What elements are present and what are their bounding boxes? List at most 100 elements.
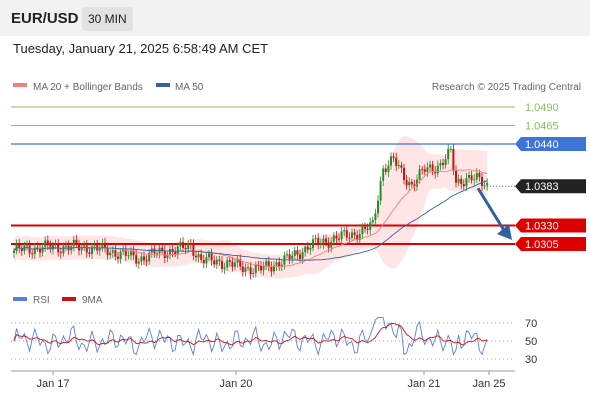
candle-body	[351, 232, 353, 238]
candle-body	[98, 248, 101, 251]
candle-body	[356, 234, 359, 240]
candle-body	[444, 159, 447, 165]
candle-body	[374, 213, 377, 220]
candle-body	[403, 167, 405, 180]
candle-body	[382, 168, 385, 181]
candle-body	[483, 185, 486, 187]
candle-body	[65, 245, 67, 247]
candle-body	[254, 265, 257, 273]
candle-body	[213, 260, 216, 265]
candle-body	[104, 242, 106, 248]
candle-body	[410, 181, 413, 185]
candle-body	[228, 260, 231, 262]
x-tick-label: Jan 17	[36, 378, 69, 390]
candle-body	[309, 247, 312, 250]
level-tag-1.0305	[515, 237, 586, 251]
candle-body	[26, 245, 28, 247]
candle-body	[426, 167, 429, 172]
candle-body	[28, 245, 31, 254]
candle-body	[166, 255, 169, 258]
timeframe-badge[interactable]: 30 MIN	[82, 7, 133, 31]
candle-body	[340, 231, 343, 240]
candle-body	[143, 256, 145, 261]
candle-body	[442, 162, 444, 165]
candle-body	[244, 267, 247, 272]
candle-body	[205, 257, 208, 264]
ma50-line	[13, 180, 488, 261]
candle-body	[18, 244, 21, 249]
candle-body	[221, 261, 223, 269]
candle-body	[20, 248, 23, 252]
candle-body	[361, 226, 364, 235]
candle-body	[31, 253, 34, 255]
ma20-legend-label: MA 20 + Bollinger Bands	[33, 82, 143, 93]
candle-body	[36, 247, 39, 249]
candle-body	[434, 171, 437, 174]
level-label-1.0465: 1.0465	[525, 121, 559, 133]
candle-body	[366, 228, 369, 230]
candle-body	[208, 253, 210, 258]
candle-body	[460, 178, 463, 185]
candle-body	[325, 238, 327, 243]
candle-body	[421, 169, 424, 171]
moving-averages	[13, 169, 488, 268]
candle-body	[418, 169, 421, 180]
candle-body	[390, 156, 392, 166]
candle-body	[371, 219, 374, 223]
candle-body	[223, 267, 226, 269]
candle-body	[312, 239, 314, 248]
candle-body	[127, 255, 130, 257]
ma50-legend-label: MA 50	[175, 82, 204, 93]
candle-body	[239, 259, 242, 267]
candle-body	[54, 244, 57, 246]
candles	[13, 144, 489, 280]
forecast-arrow-shaft	[476, 187, 507, 233]
candle-body	[392, 156, 395, 158]
candle-body	[481, 176, 483, 186]
candle-body	[122, 249, 125, 252]
candle-body	[184, 247, 187, 250]
candle-body	[249, 267, 252, 275]
price-level-labels: 1.0490 1.0465 1.0440 1.0383 1.0330 1.0305	[515, 102, 586, 251]
candle-body	[335, 235, 338, 239]
candle-body	[119, 251, 122, 259]
candle-body	[197, 254, 200, 258]
candle-body	[299, 254, 301, 259]
candle-body	[241, 266, 244, 272]
candle-body	[301, 252, 304, 259]
candle-body	[39, 248, 41, 253]
candle-body	[137, 261, 140, 264]
rsi-ma-line	[13, 322, 488, 346]
candle-body	[200, 254, 203, 260]
candle-body	[265, 261, 268, 267]
level-label-1.0305: 1.0305	[525, 239, 559, 251]
candle-body	[192, 244, 195, 256]
candle-body	[413, 184, 416, 187]
forecast-arrow-head	[497, 224, 512, 240]
candle-body	[431, 164, 434, 172]
candle-body	[384, 168, 387, 172]
candle-body	[218, 259, 221, 262]
rsi-ma-legend-swatch	[62, 297, 76, 301]
candle-body	[478, 172, 481, 177]
candle-body	[179, 242, 182, 247]
candle-body	[202, 259, 205, 264]
candle-body	[132, 250, 135, 256]
ma50-legend-swatch	[156, 83, 170, 87]
candle-body	[44, 240, 47, 248]
candle-body	[80, 246, 83, 251]
candle-body	[416, 179, 418, 187]
candle-body	[327, 242, 330, 248]
symbol-title: EUR/USD	[11, 10, 79, 27]
candle-body	[231, 261, 234, 267]
candle-body	[252, 272, 255, 275]
candle-body	[449, 148, 452, 150]
candle-body	[111, 250, 114, 253]
candle-body	[109, 252, 112, 256]
rsi-panel: 70 50 30	[11, 317, 537, 366]
rsi-line	[13, 317, 488, 357]
rsi-ma-legend-label: 9MA	[82, 295, 103, 306]
candle-body	[234, 262, 236, 267]
candle-body	[59, 252, 62, 254]
